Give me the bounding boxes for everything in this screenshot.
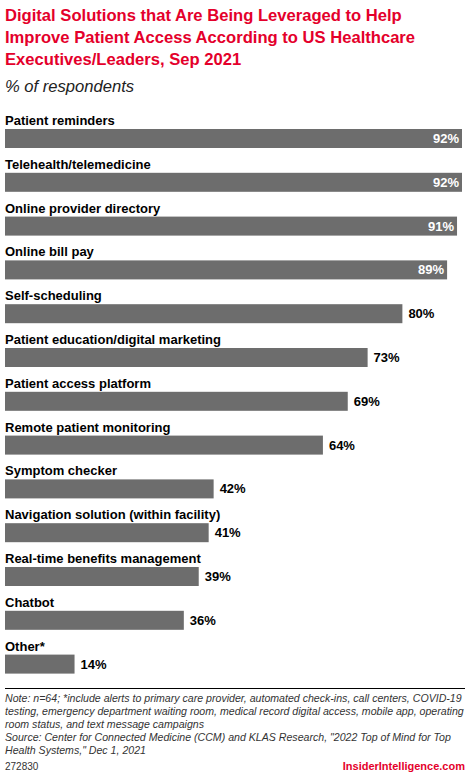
category-label: Real-time benefits management <box>5 551 201 566</box>
bar <box>5 523 209 542</box>
category-label: Patient access platform <box>5 376 151 391</box>
data-label: 89% <box>418 262 444 277</box>
data-label: 41% <box>215 525 241 540</box>
category-label: Symptom checker <box>5 463 117 478</box>
category-label: Other* <box>5 639 46 654</box>
category-label: Online bill pay <box>5 244 95 259</box>
rule <box>5 688 465 689</box>
bar <box>5 217 457 236</box>
category-label: Patient education/digital marketing <box>5 332 221 347</box>
bar <box>5 304 402 323</box>
data-label: 91% <box>428 219 454 234</box>
data-label: 92% <box>433 175 459 190</box>
category-label: Telehealth/telemedicine <box>5 157 151 172</box>
data-label: 14% <box>81 657 107 672</box>
data-label: 36% <box>190 613 216 628</box>
data-label: 64% <box>329 438 355 453</box>
data-label: 73% <box>374 350 400 365</box>
note: Note: n=64; *include alerts to primary c… <box>5 692 467 757</box>
labels: Patient reminders 92% Telehealth/telemedic… <box>5 113 459 672</box>
chart-id: 272830 <box>5 761 38 772</box>
data-label: 80% <box>408 306 434 321</box>
bar <box>5 260 447 279</box>
bars <box>5 129 462 674</box>
data-label: 39% <box>205 569 231 584</box>
category-label: Chatbot <box>5 595 55 610</box>
category-label: Navigation solution (within facility) <box>5 507 220 522</box>
subtitle: % of respondents <box>5 77 134 97</box>
bar <box>5 348 368 367</box>
brand: InsiderIntelligence.com <box>343 760 465 772</box>
category-label: Remote patient monitoring <box>5 420 170 435</box>
bar <box>5 436 323 455</box>
bar <box>5 479 214 498</box>
data-label: 92% <box>433 131 459 146</box>
bar <box>5 129 462 148</box>
data-label: 69% <box>354 394 380 409</box>
category-label: Self-scheduling <box>5 288 102 303</box>
data-label: 42% <box>220 481 246 496</box>
bar <box>5 392 348 411</box>
title: Digital Solutions that Are Being Leverag… <box>5 5 467 71</box>
category-label: Patient reminders <box>5 113 115 128</box>
source: Source: Center for Connected Medicine (C… <box>5 731 467 757</box>
bar <box>5 655 75 674</box>
note-text: Note: n=64; *include alerts to primary c… <box>5 692 467 731</box>
chart: Patient reminders 92% Telehealth/telemedic… <box>0 0 470 780</box>
category-label: Online provider directory <box>5 201 161 216</box>
bar <box>5 567 199 586</box>
bar <box>5 173 462 192</box>
bar <box>5 611 184 630</box>
